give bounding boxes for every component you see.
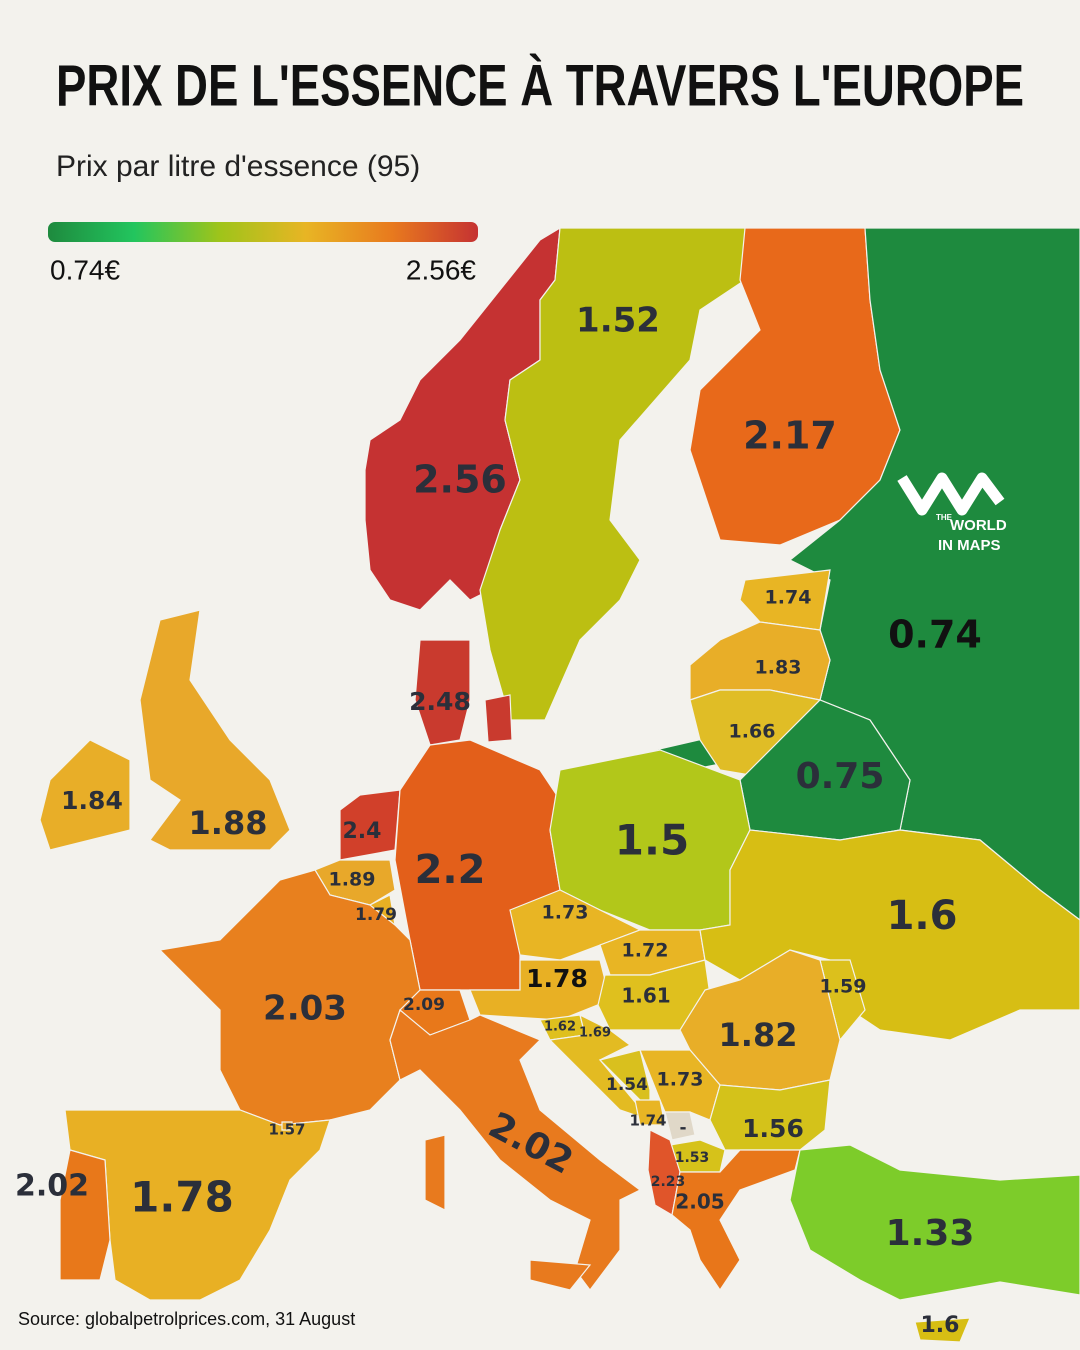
country-shape bbox=[548, 1013, 652, 1122]
logo-mark bbox=[897, 472, 1005, 516]
country-shape bbox=[139, 609, 291, 851]
price-label: 2.48 bbox=[409, 687, 471, 716]
country-shape bbox=[39, 739, 131, 851]
price-label: 2.56 bbox=[413, 458, 507, 502]
legend-max: 2.56€ bbox=[406, 254, 476, 285]
price-label: 2.09 bbox=[403, 995, 445, 1015]
price-label: 1.66 bbox=[729, 721, 776, 743]
legend-min: 0.74€ bbox=[50, 254, 120, 285]
price-label: 1.53 bbox=[675, 1150, 710, 1166]
price-label: 1.69 bbox=[579, 1026, 611, 1041]
price-label: 2.03 bbox=[263, 989, 347, 1029]
price-label: 2.05 bbox=[675, 1190, 724, 1214]
price-label: 1.54 bbox=[606, 1075, 648, 1095]
price-label: 1.61 bbox=[621, 984, 670, 1008]
price-label: 1.73 bbox=[657, 1069, 704, 1091]
price-label: 1.62 bbox=[544, 1020, 576, 1035]
country-shape bbox=[389, 1008, 642, 1291]
price-label: 1.33 bbox=[886, 1213, 975, 1254]
price-label: 1.88 bbox=[189, 804, 268, 842]
price-label: 1.84 bbox=[61, 786, 123, 815]
price-label: 1.57 bbox=[268, 1121, 305, 1139]
country-shape bbox=[789, 1144, 1080, 1301]
price-label: 1.74 bbox=[765, 587, 812, 609]
price-label: 2.4 bbox=[343, 819, 382, 844]
price-label: 1.83 bbox=[755, 657, 802, 679]
country-shape bbox=[679, 949, 841, 1091]
price-label: 1.5 bbox=[615, 816, 689, 865]
price-label: 1.74 bbox=[629, 1112, 666, 1130]
price-label: 1.6 bbox=[887, 893, 958, 939]
price-label: 2.17 bbox=[743, 414, 837, 458]
country-shape bbox=[59, 1149, 111, 1281]
logo-text: IN MAPS bbox=[938, 537, 1001, 554]
price-label: 2.2 bbox=[415, 847, 486, 893]
country-shape bbox=[634, 1099, 666, 1126]
price-label: 1.89 bbox=[329, 869, 376, 891]
price-label: 0.75 bbox=[796, 756, 885, 797]
price-label: 1.82 bbox=[719, 1016, 798, 1054]
price-label: 1.56 bbox=[742, 1114, 804, 1143]
price-label: 1.59 bbox=[820, 976, 867, 998]
country-shape bbox=[699, 829, 1080, 1041]
price-label: 1.78 bbox=[130, 1173, 234, 1222]
country-shape bbox=[664, 1111, 696, 1141]
subtitle: Prix par litre d'essence (95) bbox=[56, 150, 420, 183]
logo-text: WORLD bbox=[950, 517, 1007, 534]
country-shape bbox=[281, 1121, 293, 1131]
country-shape bbox=[671, 1149, 801, 1292]
price-label: 1.6 bbox=[921, 1313, 960, 1338]
price-label: 1.72 bbox=[622, 940, 669, 962]
country-shape bbox=[484, 694, 513, 743]
price-label: - bbox=[679, 1118, 686, 1138]
country-shape bbox=[414, 639, 471, 746]
price-label: 2.02 bbox=[15, 1169, 89, 1204]
price-label: 1.52 bbox=[576, 301, 660, 341]
price-label: 0.74 bbox=[888, 613, 982, 657]
country-shape bbox=[914, 1317, 971, 1343]
country-shape bbox=[598, 1049, 651, 1112]
price-label: 2.23 bbox=[651, 1174, 686, 1190]
price-label: 1.78 bbox=[526, 964, 588, 993]
logo-text: THE bbox=[936, 513, 953, 522]
country-shape bbox=[479, 227, 761, 721]
price-label: 1.73 bbox=[542, 902, 589, 924]
country-shape bbox=[424, 1134, 446, 1211]
price-label: 1.79 bbox=[355, 905, 397, 925]
logo: THE WORLD IN MAPS bbox=[897, 472, 1007, 554]
country-shape bbox=[529, 1259, 592, 1291]
map-title: PRIX DE L'ESSENCE À TRAVERS L'EUROPE bbox=[56, 53, 1024, 118]
source: Source: globalpetrolprices.com, 31 Augus… bbox=[18, 1309, 355, 1329]
legend-gradient bbox=[48, 222, 478, 242]
